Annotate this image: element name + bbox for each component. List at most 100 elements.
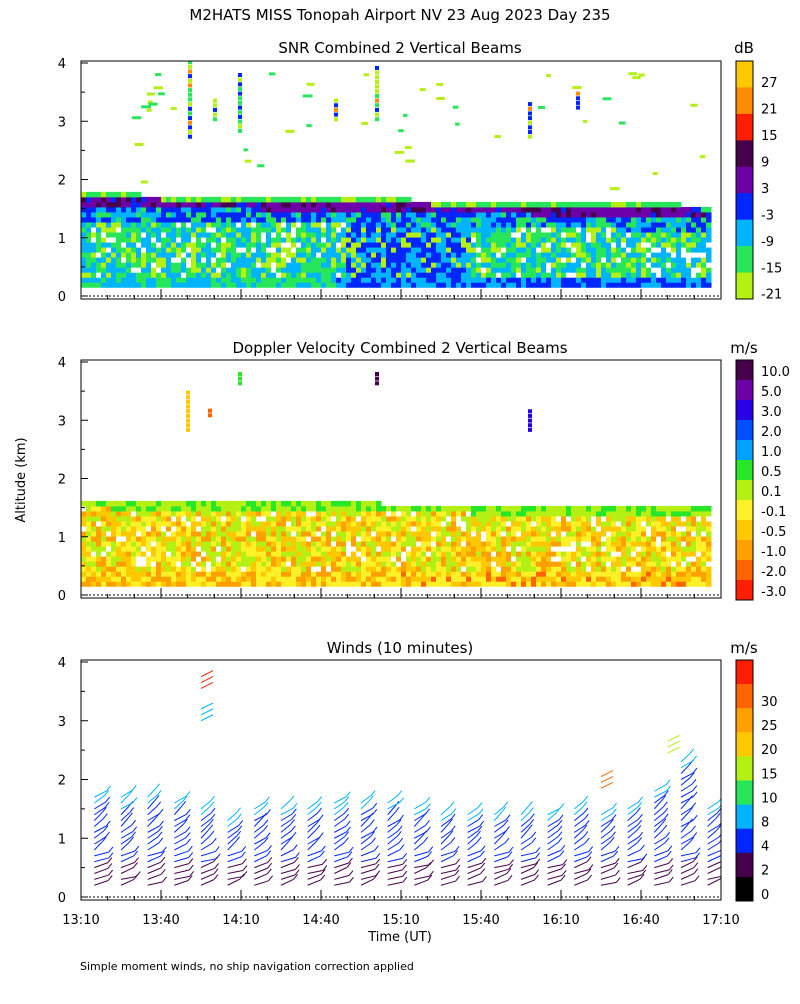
snr-cell: [131, 242, 137, 248]
snr-cell: [146, 242, 152, 248]
velocity-cell: [601, 561, 607, 567]
velocity-cell: [186, 516, 192, 522]
velocity-cell: [631, 561, 637, 567]
snr-cell: [161, 252, 167, 257]
snr-cell: [196, 282, 202, 288]
velocity-cell: [226, 511, 232, 517]
velocity-cell: [621, 511, 627, 517]
velocity-cell: [241, 506, 247, 512]
velocity-cell: [396, 566, 402, 572]
snr-cell: [106, 247, 112, 253]
snr-cell: [276, 222, 282, 228]
snr-cell: [451, 262, 457, 268]
velocity-cell: [321, 546, 327, 552]
velocity-cell: [486, 506, 492, 512]
velocity-cell: [151, 501, 157, 507]
velocity-cell: [131, 566, 137, 572]
snr-cell: [476, 207, 482, 213]
snr-cell: [411, 222, 417, 228]
snr-cell: [405, 160, 414, 163]
velocity-cell: [531, 511, 537, 517]
snr-cell: [601, 257, 607, 263]
snr-cell: [581, 267, 587, 273]
velocity-cell: [211, 541, 217, 547]
velocity-cell: [331, 566, 337, 572]
snr-cell: [521, 272, 527, 278]
velocity-cell: [401, 506, 407, 512]
wind-barb-flag: [344, 838, 348, 843]
velocity-cell: [581, 561, 587, 567]
velocity-cell: [106, 561, 112, 567]
velocity-cell: [396, 511, 402, 517]
snr-cell: [496, 242, 502, 248]
velocity-cell: [456, 571, 462, 577]
velocity-cell: [391, 526, 397, 532]
snr-cell: [386, 232, 392, 238]
velocity-cell: [346, 521, 352, 527]
velocity-cell: [431, 571, 437, 577]
velocity-cell: [276, 556, 282, 562]
velocity-cell: [301, 516, 307, 522]
velocity-cell: [651, 526, 657, 532]
wind-barb-flag: [375, 864, 379, 869]
snr-cell: [286, 272, 292, 278]
snr-cell: [511, 232, 517, 238]
snr-cell: [496, 282, 502, 288]
velocity-cell: [616, 576, 622, 582]
velocity-cell: [701, 516, 707, 522]
snr-cell: [286, 202, 292, 208]
velocity-cell: [641, 546, 647, 552]
snr-cell: [446, 277, 452, 283]
snr-cell: [241, 262, 247, 268]
velocity-cell: [621, 566, 627, 572]
snr-cell: [516, 217, 522, 223]
velocity-cell: [546, 571, 552, 577]
snr-cell: [286, 197, 292, 203]
doppler-heatmap: [81, 372, 712, 587]
snr-cell: [481, 242, 487, 248]
velocity-cell: [326, 556, 332, 562]
snr-cell: [626, 202, 632, 208]
velocity-cell: [686, 556, 692, 562]
snr-cell: [221, 252, 227, 257]
snr-cell: [471, 282, 477, 288]
snr-cell: [536, 282, 542, 288]
snr-cell: [641, 227, 647, 233]
velocity-cell: [321, 571, 327, 577]
snr-cell: [466, 267, 472, 273]
snr-cell: [636, 247, 642, 253]
snr-cell: [171, 252, 177, 257]
snr-cell: [171, 282, 177, 288]
snr-cell: [291, 222, 297, 228]
velocity-cell: [411, 571, 417, 577]
velocity-cell: [406, 511, 412, 517]
snr-cell: [316, 227, 322, 233]
velocity-cell: [461, 516, 467, 522]
snr-cell: [626, 232, 632, 238]
velocity-cell: [241, 516, 247, 522]
velocity-cell: [111, 516, 117, 522]
snr-cell: [256, 202, 262, 208]
velocity-cell: [476, 551, 482, 557]
snr-cell: [571, 227, 577, 233]
velocity-cell: [671, 516, 677, 522]
velocity-cell: [81, 526, 87, 532]
velocity-cell: [336, 556, 342, 562]
velocity-cell: [496, 581, 502, 587]
velocity-cell: [501, 546, 507, 552]
velocity-cell: [371, 551, 377, 557]
snr-cell: [426, 237, 432, 243]
wind-barb-flag: [349, 847, 353, 852]
wind-barb-flag: [133, 798, 137, 803]
snr-cell: [686, 282, 692, 288]
snr-cell: [516, 257, 522, 263]
snr-cell: [161, 212, 167, 218]
velocity-cell: [91, 516, 97, 522]
snr-cell: [546, 202, 552, 208]
velocity-cell: [641, 521, 647, 527]
snr-cell: [86, 232, 92, 238]
snr-cell: [656, 227, 662, 233]
snr-cell: [361, 247, 367, 253]
snr-cell: [161, 262, 167, 268]
colorbar-label: 21: [761, 103, 778, 118]
